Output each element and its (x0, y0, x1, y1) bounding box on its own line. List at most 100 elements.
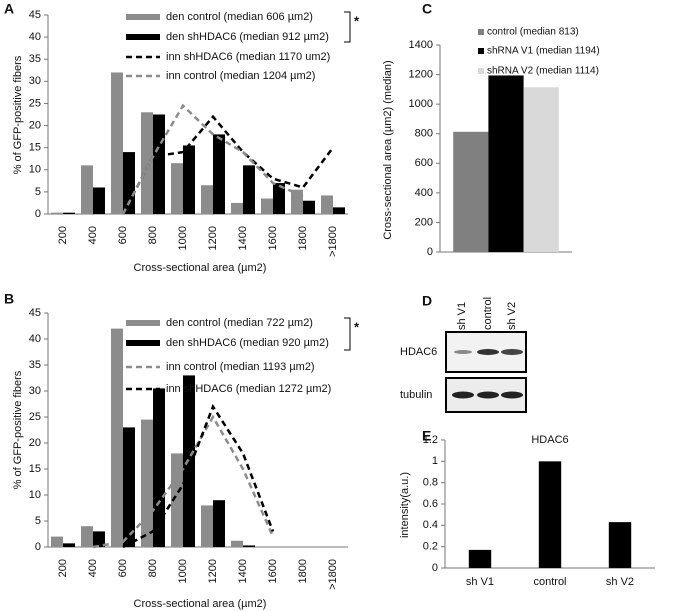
bar (153, 114, 165, 214)
x-tick-label: 200 (57, 559, 69, 577)
legend-swatch (478, 48, 484, 54)
x-axis-label: Cross-sectional area (µm2) (134, 262, 267, 274)
bar (171, 453, 183, 547)
y-tick-label: 1000 (409, 98, 433, 110)
y-tick-label: 5 (35, 186, 41, 198)
bracket (344, 317, 351, 351)
x-tick-label: 1800 (297, 226, 309, 250)
annotation: * (354, 13, 360, 28)
y-tick-label: 45 (29, 307, 41, 319)
line-series (122, 403, 275, 549)
bar (488, 75, 524, 252)
bar (81, 526, 93, 547)
lane-label: control (482, 297, 494, 330)
bar (333, 207, 345, 214)
y-axis-label: Cross-sectional area (µm2) (median) (382, 60, 394, 239)
bar (261, 198, 273, 214)
legend-swatch (478, 68, 484, 74)
x-tick-label: >1800 (327, 559, 339, 590)
x-tick-label: 1400 (237, 559, 249, 583)
legend-label: shRNA V2 (median 1114) (487, 66, 599, 77)
y-tick-label: 0 (35, 541, 41, 553)
x-tick-label: 200 (57, 226, 69, 244)
y-tick-label: 0.8 (423, 477, 438, 489)
legend-label: den shHDAC6 (median 912 µm2) (166, 31, 329, 43)
bar (201, 505, 213, 547)
legend-label: den control (median 606 µm2) (166, 11, 313, 23)
panel-letter: D (422, 293, 432, 309)
y-tick-label: 0 (35, 208, 41, 220)
bar (183, 375, 195, 547)
bar (291, 189, 303, 214)
bar (453, 131, 489, 252)
bar (523, 87, 559, 252)
y-tick-label: 0 (427, 246, 433, 258)
y-tick-label: 0.4 (423, 519, 438, 531)
y-tick-label: 0 (432, 562, 438, 574)
lane-label: sh V2 (506, 302, 518, 330)
bar (81, 165, 93, 214)
y-tick-label: 25 (29, 97, 41, 109)
x-tick-label: 1600 (267, 226, 279, 250)
legend-label: den shHDAC6 (median 920 µm2) (166, 337, 329, 349)
blot-band (501, 349, 523, 355)
bar (111, 328, 123, 547)
y-tick-label: 35 (29, 53, 41, 65)
x-tick-label: 1600 (267, 559, 279, 583)
bar (111, 72, 123, 214)
panel-letter: E (422, 428, 431, 444)
bar (123, 427, 135, 547)
bar (51, 536, 63, 547)
x-tick-label: 1000 (177, 226, 189, 250)
x-tick-label: sh V1 (466, 576, 494, 588)
x-tick-label: sh V2 (606, 576, 634, 588)
line-series (121, 103, 304, 215)
x-axis-label: Cross-sectional area (µm2) (134, 598, 267, 610)
y-tick-label: 10 (29, 164, 41, 176)
bar (243, 165, 255, 214)
legend-label: control (median 813) (487, 27, 579, 38)
y-tick-label: 45 (29, 9, 41, 21)
lane-label: sh V1 (456, 302, 468, 330)
x-tick-label: 1000 (177, 559, 189, 583)
legend-label: inn shHDAC6 (median 1170 um2) (166, 51, 330, 63)
y-tick-label: 10 (29, 489, 41, 501)
bar (141, 419, 153, 547)
legend-label: inn shHDAC6 (median 1272 µm2) (166, 383, 331, 395)
y-tick-label: 25 (29, 411, 41, 423)
blot-band (501, 391, 523, 399)
x-tick-label: 800 (147, 226, 159, 244)
bar (213, 500, 225, 547)
y-tick-label: 15 (29, 142, 41, 154)
bar (93, 531, 105, 547)
y-tick-label: 30 (29, 75, 41, 87)
bar (538, 461, 562, 568)
row-label: tubulin (400, 389, 432, 401)
y-tick-label: 20 (29, 119, 41, 131)
x-tick-label: 1800 (297, 559, 309, 583)
bar (51, 212, 63, 214)
y-tick-label: 1 (432, 455, 438, 467)
y-tick-label: 200 (415, 216, 433, 228)
x-tick-label: 1400 (237, 226, 249, 250)
y-tick-label: 1400 (409, 39, 433, 51)
bar (93, 187, 105, 214)
chart-title: HDAC6 (531, 434, 568, 446)
legend-label: shRNA V1 (median 1194) (487, 46, 600, 57)
bar (273, 183, 285, 214)
bar (231, 202, 243, 214)
y-tick-label: 30 (29, 385, 41, 397)
y-tick-label: 400 (415, 187, 433, 199)
y-tick-label: 15 (29, 463, 41, 475)
y-tick-label: 5 (35, 515, 41, 527)
y-tick-label: 1200 (409, 68, 433, 80)
x-tick-label: 400 (87, 559, 99, 577)
bar (231, 540, 243, 547)
panel-letter: A (4, 1, 14, 17)
blot-band (477, 349, 499, 355)
y-axis-label: intensity(a.u.) (399, 472, 411, 538)
y-axis-label: % of GFP-positive fibers (12, 55, 24, 174)
legend-label: den control (median 722 µm2) (166, 317, 313, 329)
x-tick-label: 400 (87, 226, 99, 244)
